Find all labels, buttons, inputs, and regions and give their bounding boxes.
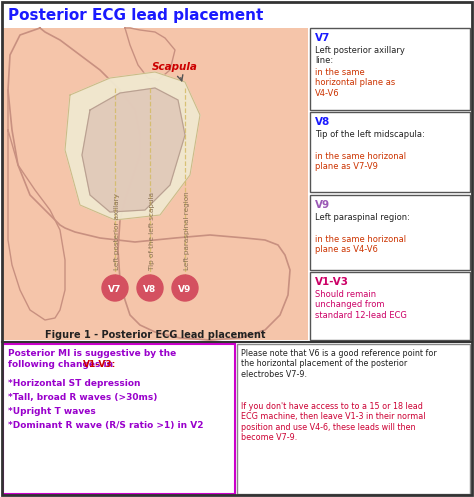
Text: *Tall, broad R waves (>30ms): *Tall, broad R waves (>30ms) xyxy=(8,393,157,402)
Text: V8: V8 xyxy=(143,284,156,294)
Text: Posterior ECG lead placement: Posterior ECG lead placement xyxy=(8,8,264,23)
Text: Should remain
unchanged from
standard 12-lead ECG: Should remain unchanged from standard 12… xyxy=(315,290,407,320)
Polygon shape xyxy=(82,88,185,212)
Circle shape xyxy=(102,275,128,301)
FancyBboxPatch shape xyxy=(310,272,470,340)
Circle shape xyxy=(172,275,198,301)
Polygon shape xyxy=(125,28,175,80)
Text: V7: V7 xyxy=(109,284,122,294)
Text: Left posterior axillary
line:: Left posterior axillary line: xyxy=(315,46,405,66)
Text: Left posterior axillary: Left posterior axillary xyxy=(114,193,120,270)
Polygon shape xyxy=(8,90,65,320)
Text: Scapula: Scapula xyxy=(152,62,198,72)
Polygon shape xyxy=(8,28,290,340)
Text: Tip of the left midscapula:: Tip of the left midscapula: xyxy=(315,130,425,139)
Text: *Upright T waves: *Upright T waves xyxy=(8,407,96,416)
Text: Posterior MI is suggestive by the: Posterior MI is suggestive by the xyxy=(8,349,176,358)
Text: *Dominant R wave (R/S ratio >1) in V2: *Dominant R wave (R/S ratio >1) in V2 xyxy=(8,421,203,430)
Text: in the same
horizontal plane as
V4-V6: in the same horizontal plane as V4-V6 xyxy=(315,68,395,98)
FancyBboxPatch shape xyxy=(310,195,470,270)
Text: V1-V3:: V1-V3: xyxy=(82,360,116,369)
FancyBboxPatch shape xyxy=(310,112,470,192)
Text: in the same horizonal
plane as V7-V9: in the same horizonal plane as V7-V9 xyxy=(315,152,406,171)
FancyBboxPatch shape xyxy=(310,28,470,110)
Text: V9: V9 xyxy=(178,284,191,294)
FancyBboxPatch shape xyxy=(2,28,308,340)
Polygon shape xyxy=(65,72,200,220)
Text: Left paraspinal region:: Left paraspinal region: xyxy=(315,213,410,222)
FancyBboxPatch shape xyxy=(3,344,235,494)
Text: V7: V7 xyxy=(315,33,330,43)
FancyBboxPatch shape xyxy=(237,344,470,494)
Text: following changes in: following changes in xyxy=(8,360,116,369)
Text: *Horizontal ST depression: *Horizontal ST depression xyxy=(8,379,140,388)
Text: Figure 1 - Posterior ECG lead placement: Figure 1 - Posterior ECG lead placement xyxy=(45,330,265,340)
Text: Please note that V6 is a good reference point for
the horizontal placement of th: Please note that V6 is a good reference … xyxy=(241,349,437,379)
Text: V8: V8 xyxy=(315,117,330,127)
Text: in the same horizonal
plane as V4-V6: in the same horizonal plane as V4-V6 xyxy=(315,235,406,254)
Text: If you don't have access to to a 15 or 18 lead
ECG machine, then leave V1-3 in t: If you don't have access to to a 15 or 1… xyxy=(241,402,426,442)
Text: V1-V3: V1-V3 xyxy=(315,277,349,287)
Text: Left paraspinal region: Left paraspinal region xyxy=(184,191,190,270)
Text: V9: V9 xyxy=(315,200,330,210)
Text: Tip of the left scapula: Tip of the left scapula xyxy=(149,192,155,270)
Circle shape xyxy=(137,275,163,301)
